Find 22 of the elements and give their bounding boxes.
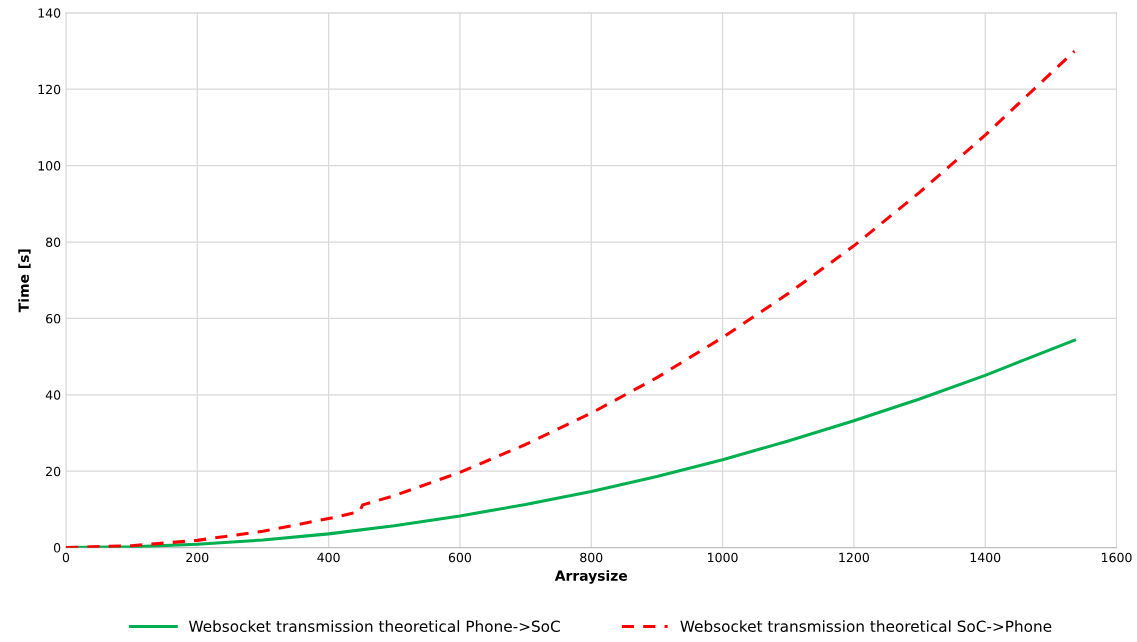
y-tick-label: 140 xyxy=(38,8,61,18)
x-axis-title: Arraysize xyxy=(554,570,628,584)
y-tick-label: 60 xyxy=(46,313,61,324)
line-series xyxy=(65,49,1077,548)
y-tick-label: 80 xyxy=(46,237,61,247)
x-tick-label: 1000 xyxy=(708,552,738,563)
x-tick-label: 800 xyxy=(580,552,603,563)
x-tick-label: 600 xyxy=(448,552,472,563)
legend-label: Websocket transmission theoretical Phone->SoC xyxy=(188,620,560,633)
y-tick-label: 100 xyxy=(38,161,61,171)
x-tick-label: 0 xyxy=(62,552,70,563)
y-tick-label: 20 xyxy=(46,466,61,477)
x-tick-label: 1200 xyxy=(839,552,869,563)
y-tick-label: 40 xyxy=(45,390,61,400)
y-tick-label: 0 xyxy=(53,543,61,553)
x-tick-label: 200 xyxy=(186,552,209,563)
x-tick-label: 1600 xyxy=(1102,552,1132,563)
y-tick-label: 120 xyxy=(38,84,61,95)
x-tick-label: 400 xyxy=(317,552,340,563)
x-tick-label: 1400 xyxy=(970,552,1001,563)
y-axis-title: Time [s] xyxy=(18,249,31,313)
legend-label: Websocket transmission theoretical SoC->Phone xyxy=(680,620,1052,633)
